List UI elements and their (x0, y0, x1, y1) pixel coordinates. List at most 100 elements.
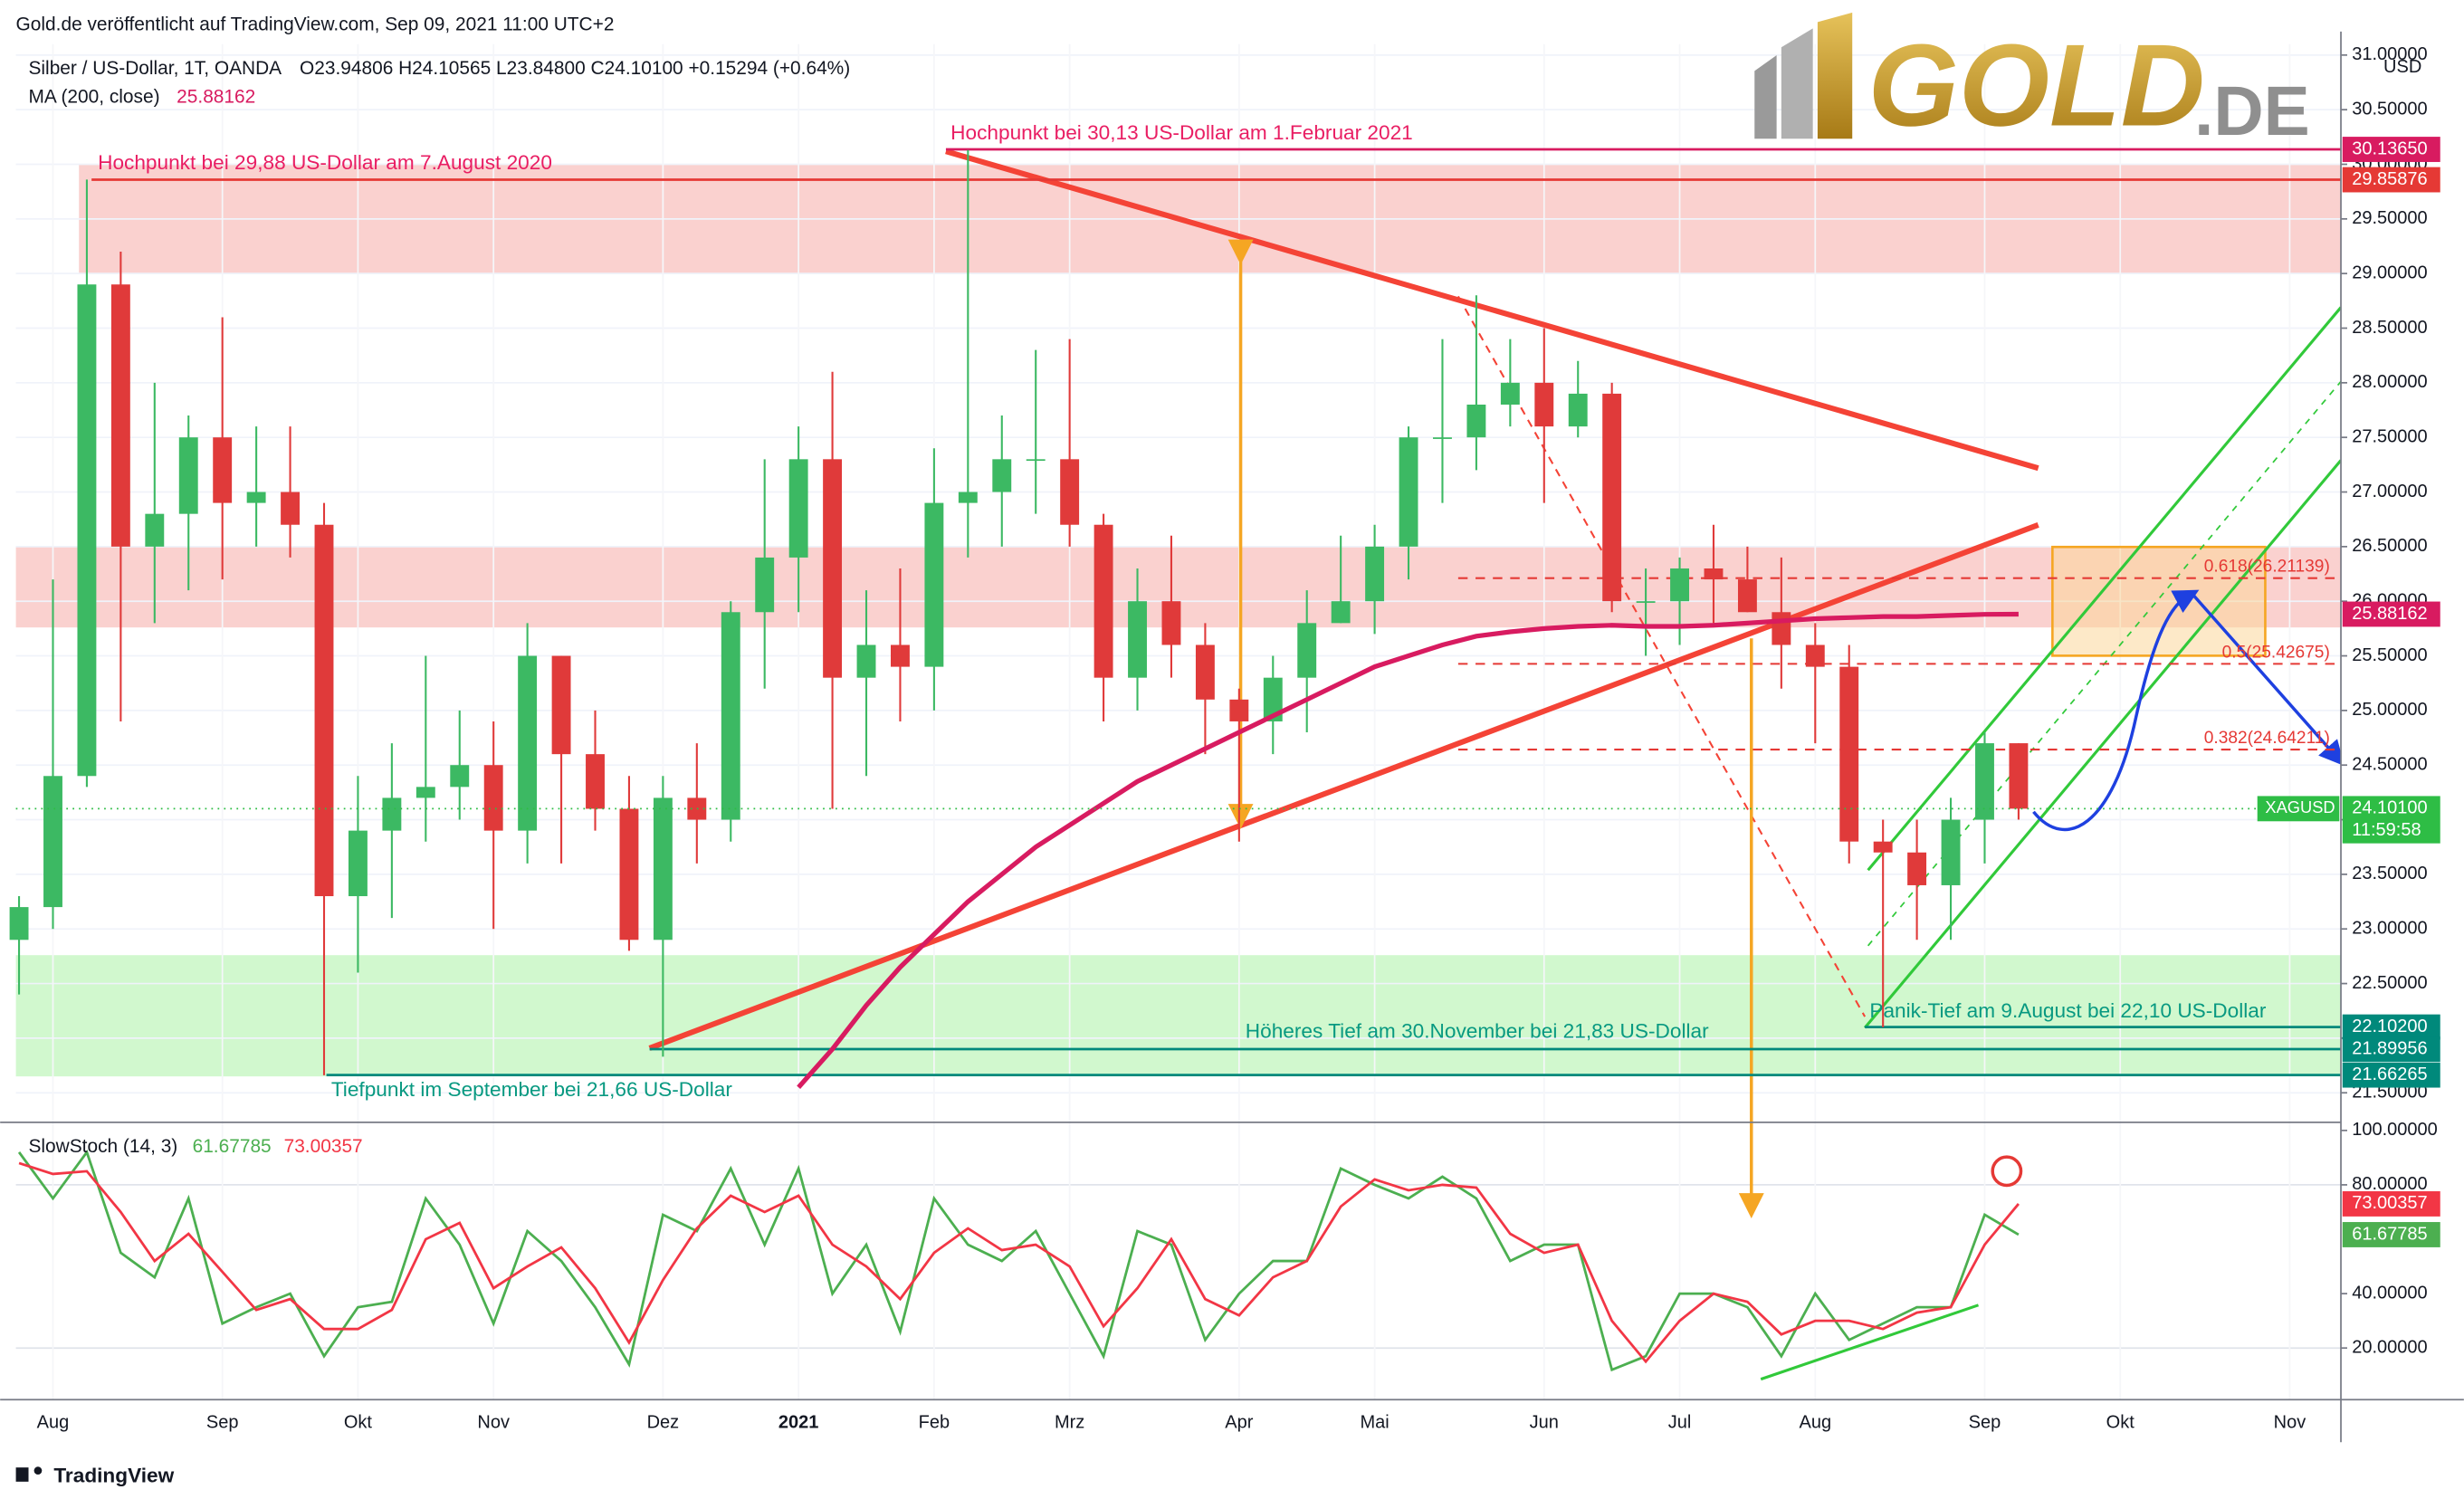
candle-body (1365, 546, 1385, 602)
ma-label: MA (200, close) (28, 86, 159, 107)
y-tick-label: 23.00000 (2352, 919, 2427, 939)
ma-line (797, 611, 2019, 1089)
candle-body (1568, 393, 1588, 427)
logo-suffix: .DE (2194, 73, 2310, 150)
level-badge-text: 29.85876 (2352, 169, 2427, 189)
candle-body (382, 797, 402, 831)
candle-body (77, 284, 97, 777)
candle-body (653, 797, 673, 940)
ma-value: 25.88162 (177, 86, 255, 107)
fib-label: 0.618(26.21139) (2204, 558, 2330, 577)
candle-body (1128, 601, 1147, 678)
symbol: Silber / US-Dollar, 1T, OANDA (28, 58, 282, 79)
level-badge-text: 21.89956 (2352, 1038, 2427, 1058)
highlight-circle (1991, 1155, 2023, 1188)
stoch-value: 61.67785 (193, 1136, 272, 1157)
x-tick-label: Sep (1969, 1413, 2001, 1433)
candle-body (1500, 382, 1520, 405)
annotation: Höheres Tief am 30.November bei 21,83 US… (1246, 1020, 1709, 1043)
x-tick-label: Mai (1360, 1413, 1389, 1433)
x-tick-label: Okt (2106, 1413, 2135, 1433)
stoch-trend-line (1760, 1303, 1980, 1381)
candle-body (1297, 623, 1317, 678)
y-tick-label: 24.50000 (2352, 754, 2427, 774)
fib-label: 0.382(24.64211) (2204, 729, 2330, 748)
y-tick-label: 25.50000 (2352, 645, 2427, 665)
candle-body (246, 492, 266, 503)
x-tick-label: Nov (2274, 1413, 2306, 1433)
stoch-label: SlowStoch (14, 3) (28, 1136, 177, 1157)
y-tick-label: 40.00000 (2352, 1283, 2427, 1303)
candle-body (755, 557, 775, 613)
x-tick-label: 2021 (778, 1413, 819, 1433)
y-tick-label: 26.50000 (2352, 536, 2427, 556)
candle-body (1263, 677, 1283, 721)
y-tick-label: 29.00000 (2352, 263, 2427, 282)
y-tick-label: 29.50000 (2352, 208, 2427, 228)
footer-icon (15, 1467, 29, 1482)
candle-body (518, 655, 538, 831)
symbol-badge (2257, 796, 2340, 822)
candle-body (1060, 459, 1080, 525)
level-badge-text: 22.10200 (2352, 1017, 2427, 1036)
currency: USD (2383, 57, 2421, 77)
stoch-badge (2342, 1191, 2440, 1217)
candle-body (348, 830, 368, 897)
x-tick-label: Mrz (1055, 1413, 1084, 1433)
channel-line (1867, 306, 2343, 872)
annotation: Panik-Tief am 9.August bei 22,10 US-Doll… (1869, 999, 2267, 1022)
stoch-badge-text: 61.67785 (2352, 1224, 2427, 1244)
footer: TradingView (15, 1465, 175, 1487)
y-tick-label: 22.50000 (2352, 973, 2427, 993)
zone (15, 955, 2342, 1077)
candle-body (788, 459, 808, 558)
y-tick-label: 23.50000 (2352, 864, 2427, 883)
logo-bar (1781, 28, 1813, 139)
x-tick-label: Jun (1530, 1413, 1559, 1433)
candle-body (314, 524, 334, 897)
stoch-badge (2342, 1222, 2440, 1247)
logo-bar (1754, 54, 1777, 139)
logo-bar (1817, 12, 1853, 139)
candle-body (1839, 666, 1859, 842)
candle-body (1229, 699, 1249, 721)
candle-body (213, 437, 233, 503)
candle-body (823, 459, 843, 678)
price-axis-bg (2341, 0, 2464, 1499)
marks (9, 148, 2342, 1372)
candle-body (1331, 601, 1351, 624)
y-tick-label: 28.50000 (2352, 318, 2427, 338)
candle-body (1161, 601, 1181, 645)
annotation: Tiefpunkt im September bei 21,66 US-Doll… (331, 1078, 733, 1101)
candle-body (1873, 841, 1893, 853)
candle-body (145, 513, 165, 547)
candle-body (1602, 393, 1622, 602)
price-badge (2342, 796, 2440, 844)
drawings (648, 148, 2345, 1381)
level-badge (2342, 1036, 2440, 1062)
candle-body (1636, 601, 1656, 603)
y-tick-label: 27.50000 (2352, 426, 2427, 446)
x-tick-label: Okt (344, 1413, 373, 1433)
zones (15, 164, 2342, 1077)
candle-body (856, 644, 876, 678)
candle-body (2009, 743, 2029, 809)
candle-body (586, 754, 605, 809)
channel-line (1863, 459, 2343, 1029)
x-tick-label: Feb (919, 1413, 950, 1433)
annotation: Hochpunkt bei 30,13 US-Dollar am 1.Febru… (950, 121, 1413, 144)
level-badge-text: 30.13650 (2352, 138, 2427, 158)
candle-body (1026, 459, 1046, 462)
candle-body (1975, 743, 1994, 820)
trend-line (945, 148, 2039, 472)
level-badge (2342, 1014, 2440, 1040)
logo-text: GOLD (1868, 21, 2205, 151)
candle-body (992, 459, 1012, 492)
labels: Gold.de veröffentlicht auf TradingView.c… (15, 12, 2440, 1487)
candle-body (891, 644, 910, 667)
candle-body (1805, 644, 1825, 667)
level-badge-text: 21.66265 (2352, 1065, 2427, 1084)
candle-body (43, 776, 62, 908)
level-badge (2342, 137, 2440, 162)
candle-body (1941, 819, 1961, 885)
